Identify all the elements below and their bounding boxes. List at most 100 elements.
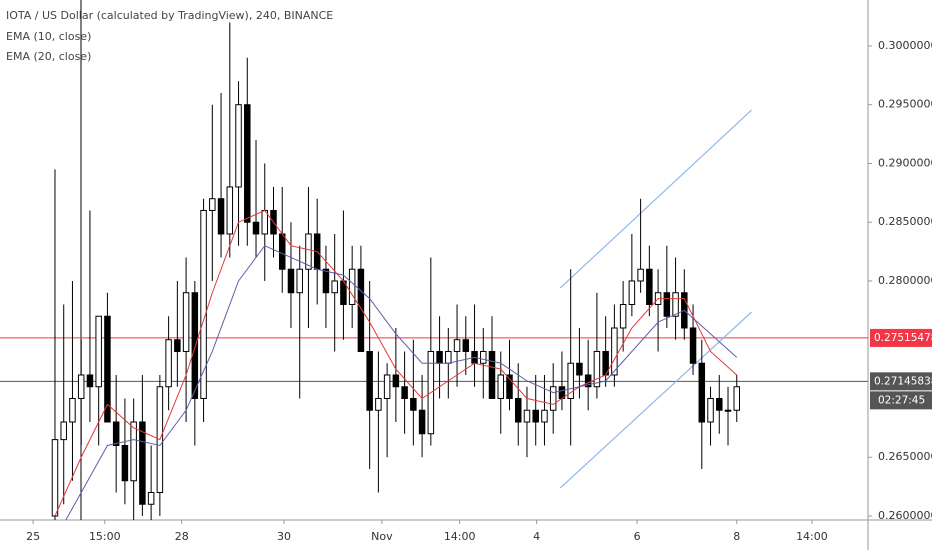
candle-body: [226, 186, 234, 235]
price-label-box: [870, 328, 932, 347]
candle-body: [77, 374, 85, 399]
candle-body: [576, 362, 583, 376]
x-tick-label: 28: [175, 530, 189, 543]
candle-body: [628, 280, 636, 305]
price-label: 0.27515478: [874, 332, 932, 344]
x-tick-label: 6: [634, 530, 641, 543]
indicator-label: EMA (20, close): [6, 50, 91, 63]
candle-body: [278, 233, 286, 270]
price-label: 0.27145838: [874, 375, 932, 387]
ema-line: [54, 209, 738, 517]
indicator-label: EMA (10, close): [6, 30, 91, 43]
x-tick-label: 14:00: [444, 530, 476, 543]
x-tick-label: Nov: [371, 530, 393, 543]
candle-body: [209, 198, 216, 211]
candle-body: [95, 315, 102, 388]
countdown: 02:27:45: [878, 394, 925, 406]
chart-title: IOTA / US Dollar (calculated by TradingV…: [6, 9, 333, 22]
candle-body: [401, 386, 408, 399]
candle-body: [724, 409, 732, 412]
candle-body: [60, 421, 67, 441]
y-tick-label: 0.30000000: [878, 39, 932, 52]
candle-body: [436, 350, 443, 364]
y-tick-label: 0.29500000: [878, 98, 932, 111]
candle-body: [200, 209, 207, 399]
x-tick-label: 14:00: [796, 530, 828, 543]
trend-line: [559, 311, 753, 489]
x-tick-label: 25: [26, 530, 40, 543]
candle-body: [514, 397, 522, 423]
x-tick-label: 8: [733, 530, 740, 543]
candle-body: [130, 421, 137, 482]
candle-body: [488, 350, 496, 399]
candle-body: [716, 397, 723, 411]
y-tick-label: 0.26500000: [878, 450, 932, 463]
candle-body: [69, 397, 76, 423]
candle-body: [410, 397, 417, 411]
candle-body: [497, 374, 505, 399]
candle-body: [366, 350, 373, 411]
candle-body: [217, 198, 225, 235]
candle-body: [121, 444, 129, 482]
candle-body: [453, 339, 461, 352]
candle-body: [462, 339, 470, 352]
candle-body: [549, 386, 557, 411]
candle-body: [707, 397, 714, 423]
price-label-box: [870, 372, 932, 391]
candle-body: [348, 268, 356, 305]
candle-body: [637, 268, 644, 282]
y-tick-label: 0.28500000: [878, 215, 932, 228]
y-tick-label: 0.28000000: [878, 274, 932, 287]
candle-body: [296, 268, 303, 294]
candle-body: [698, 362, 706, 423]
trend-line: [559, 109, 753, 289]
candle-body: [165, 339, 172, 388]
candle-body: [182, 292, 190, 352]
candle-body: [733, 386, 741, 411]
candle-body: [244, 104, 251, 223]
candle-body: [86, 374, 94, 388]
candle-body: [51, 439, 59, 517]
candle-body: [523, 409, 531, 423]
candle-body: [584, 374, 592, 388]
candle-body: [689, 327, 697, 364]
candle-body: [418, 409, 426, 435]
candle-body: [506, 374, 513, 399]
candle-body: [191, 292, 199, 399]
candle-body: [357, 268, 365, 352]
candle-body: [611, 327, 618, 376]
candle-body: [252, 221, 260, 235]
x-tick-label: 15:00: [89, 530, 121, 543]
candle-body: [480, 350, 487, 364]
candle-body: [375, 397, 382, 411]
candle-body: [541, 409, 548, 423]
candle-body: [672, 292, 679, 317]
candle-body: [104, 315, 111, 423]
candle-body: [174, 339, 181, 352]
countdown-box: [870, 391, 932, 410]
candle-body: [235, 104, 242, 188]
candle-body: [322, 268, 330, 294]
candle-body: [287, 268, 295, 294]
x-tick-label: 30: [277, 530, 291, 543]
candle-body: [305, 233, 312, 270]
candle-body: [619, 303, 627, 329]
candle-body: [663, 292, 671, 317]
ema-line: [65, 245, 738, 520]
candle-body: [532, 409, 539, 423]
candle-body: [147, 492, 155, 505]
candle-body: [139, 421, 146, 505]
y-tick-label: 0.26000000: [878, 509, 932, 522]
candle-body: [567, 362, 574, 399]
candle-body: [112, 421, 120, 446]
candle-body: [646, 268, 653, 305]
candle-body: [445, 350, 452, 364]
candle-body: [392, 374, 400, 388]
candle-body: [383, 374, 391, 399]
y-tick-label: 0.29000000: [878, 156, 932, 169]
candle-body: [593, 350, 601, 388]
candle-body: [261, 209, 269, 235]
candle-body: [331, 280, 338, 294]
